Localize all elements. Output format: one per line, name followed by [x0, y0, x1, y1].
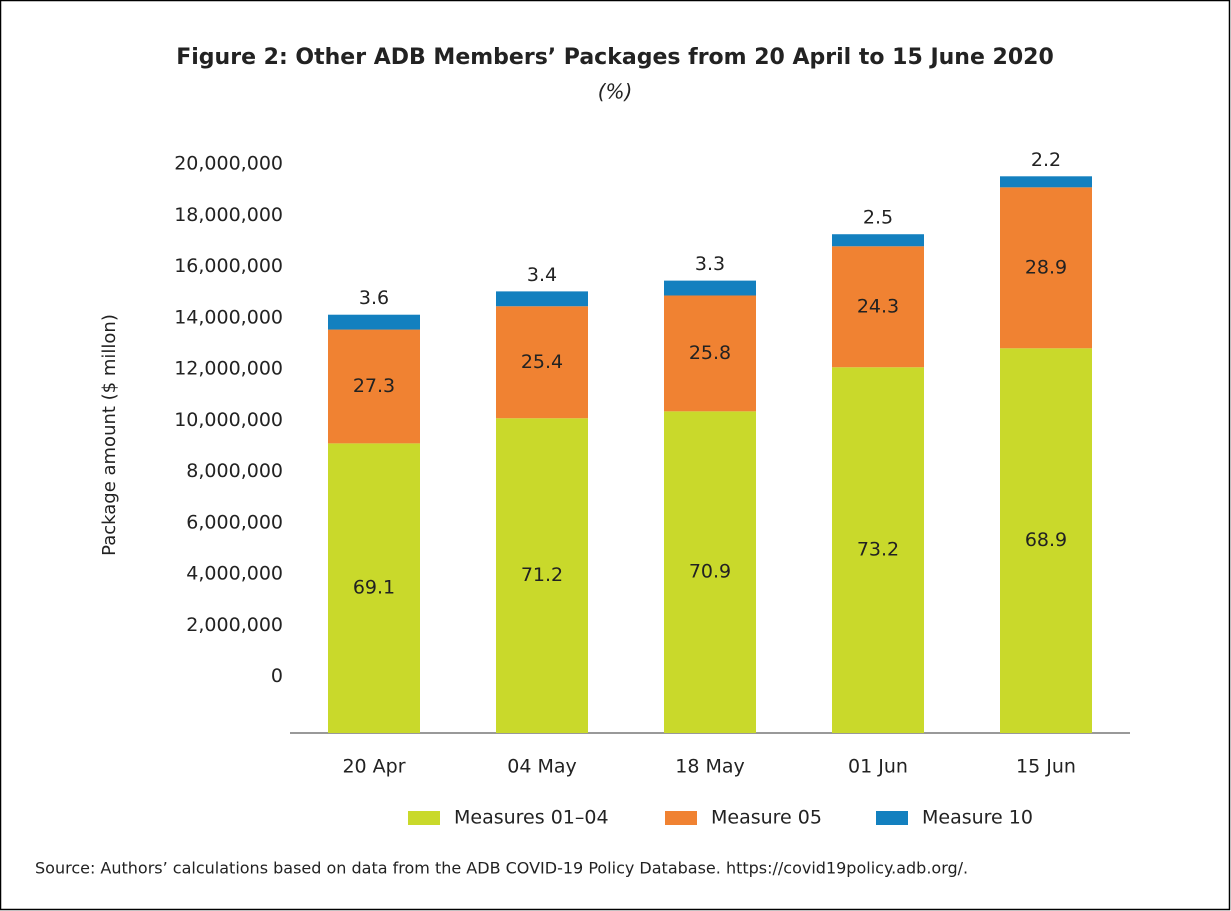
y-tick-label: 16,000,000 [174, 255, 283, 277]
bar-segment [664, 411, 756, 733]
y-axis-label: Package amount ($ millon) [99, 314, 120, 556]
legend-swatch [408, 811, 440, 825]
legend-label: Measure 05 [711, 807, 822, 829]
bar-segment [328, 329, 420, 444]
legend-swatch [665, 811, 697, 825]
data-label: 25.8 [689, 342, 731, 364]
y-tick-label: 4,000,000 [186, 563, 283, 585]
bar-segment [496, 306, 588, 419]
legend-label: Measure 10 [922, 807, 1033, 829]
chart-title: Figure 2: Other ADB Members’ Packages fr… [176, 45, 1054, 70]
chart-subtitle: (%) [598, 80, 633, 104]
data-label: 24.3 [857, 295, 899, 317]
bar-segment [1000, 176, 1092, 188]
bar-segment [664, 280, 756, 296]
y-tick-label: 14,000,000 [174, 306, 283, 328]
y-tick-label: 0 [271, 665, 283, 687]
y-tick-label: 18,000,000 [174, 204, 283, 226]
bar-segment [832, 246, 924, 368]
bar-segment [328, 314, 420, 330]
legend-label: Measures 01–04 [454, 807, 609, 829]
data-label: 3.6 [359, 287, 389, 309]
y-tick-label: 6,000,000 [186, 511, 283, 533]
data-label: 2.2 [1031, 149, 1061, 171]
x-tick-label: 04 May [507, 756, 577, 778]
bar-segment [496, 291, 588, 307]
y-tick-label: 12,000,000 [174, 358, 283, 380]
data-label: 28.9 [1025, 256, 1067, 278]
data-label: 68.9 [1025, 529, 1067, 551]
bar-segment [1000, 348, 1092, 733]
y-tick-label: 8,000,000 [186, 460, 283, 482]
bar-segment [832, 234, 924, 247]
x-tick-label: 15 Jun [1016, 756, 1076, 778]
data-label: 69.1 [353, 577, 395, 599]
y-tick-label: 2,000,000 [186, 614, 283, 636]
data-label: 27.3 [353, 375, 395, 397]
x-tick-label: 20 Apr [342, 756, 405, 778]
y-tick-label: 20,000,000 [174, 153, 283, 175]
data-label: 2.5 [863, 207, 893, 229]
bar-segment [496, 418, 588, 733]
data-label: 3.3 [695, 253, 725, 275]
data-label: 71.2 [521, 564, 563, 586]
x-tick-label: 01 Jun [848, 756, 908, 778]
bar-segment [832, 367, 924, 733]
x-tick-label: 18 May [675, 756, 745, 778]
legend-swatch [876, 811, 908, 825]
data-label: 70.9 [689, 561, 731, 583]
y-tick-label: 10,000,000 [174, 409, 283, 431]
bar-segment [1000, 187, 1092, 349]
bar-segment [328, 443, 420, 733]
data-label: 25.4 [521, 351, 563, 373]
bar-segment [664, 295, 756, 412]
source-note: Source: Authors’ calculations based on d… [35, 859, 968, 878]
data-label: 73.2 [857, 539, 899, 561]
data-label: 3.4 [527, 264, 557, 286]
